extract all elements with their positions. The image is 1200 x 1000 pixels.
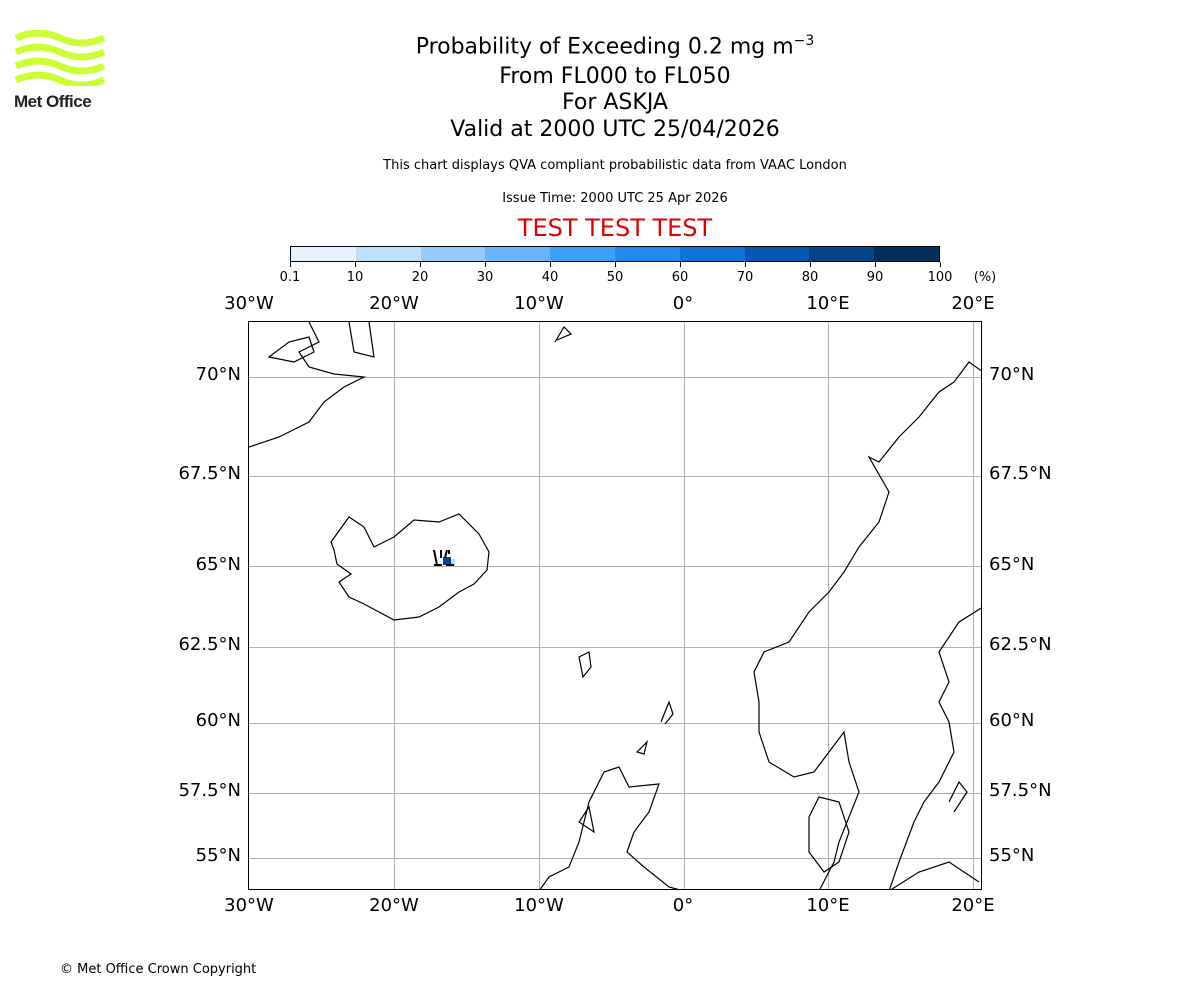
colorbar-tick-label: 80: [801, 270, 819, 285]
latitude-label: 67.5°N: [989, 463, 1052, 484]
latitude-label: 65°N: [195, 554, 241, 575]
colorbar-tick-label: 100: [927, 270, 953, 285]
volcano-line: For ASKJA: [562, 90, 668, 115]
longitude-label: 20°W: [369, 895, 419, 916]
longitude-label: 20°E: [951, 895, 995, 916]
colorbar: [290, 246, 940, 262]
copyright: © Met Office Crown Copyright: [60, 962, 257, 977]
logo-text: Met Office: [14, 92, 92, 111]
colorbar-tick: [940, 262, 941, 267]
latitude-label: 60°N: [989, 710, 1035, 731]
colorbar-tick-label: 50: [606, 270, 624, 285]
colorbar-tick: [485, 262, 486, 267]
longitude-label: 10°E: [806, 293, 850, 314]
coastlines: [249, 322, 981, 889]
test-banner: TEST TEST TEST: [517, 214, 713, 242]
latitude-label: 57.5°N: [178, 780, 241, 801]
latitude-label: 57.5°N: [989, 780, 1052, 801]
longitude-label: 20°E: [951, 293, 995, 314]
met-office-logo: Met Office: [14, 29, 109, 112]
map-area: [248, 321, 982, 890]
subtitle: This chart displays QVA compliant probab…: [383, 158, 847, 173]
longitude-label: 10°W: [514, 293, 564, 314]
issue-time: Issue Time: 2000 UTC 25 Apr 2026: [502, 191, 728, 206]
colorbar-tick-label: 10: [346, 270, 364, 285]
colorbar-tick: [290, 262, 291, 267]
longitude-label: 20°W: [369, 293, 419, 314]
longitude-label: 30°W: [224, 293, 274, 314]
colorbar-tick: [745, 262, 746, 267]
colorbar-tick-label: 40: [541, 270, 559, 285]
colorbar-tick: [355, 262, 356, 267]
longitude-label: 10°W: [514, 895, 564, 916]
latitude-label: 55°N: [195, 845, 241, 866]
latitude-label: 55°N: [989, 845, 1035, 866]
colorbar-tick: [680, 262, 681, 267]
colorbar-tick-label: 30: [476, 270, 494, 285]
longitude-label: 0°: [672, 895, 694, 916]
latitude-label: 70°N: [195, 364, 241, 385]
volcano-ash-plume: [433, 549, 455, 566]
longitude-label: 0°: [672, 293, 694, 314]
longitude-label: 10°E: [806, 895, 850, 916]
latitude-label: 60°N: [195, 710, 241, 731]
colorbar-tick-label: 90: [866, 270, 884, 285]
latitude-label: 67.5°N: [178, 463, 241, 484]
chart-title: Probability of Exceeding 0.2 mg m−3: [415, 33, 815, 60]
colorbar-tick: [875, 262, 876, 267]
longitude-label: 30°W: [224, 895, 274, 916]
flight-level-line: From FL000 to FL050: [499, 64, 731, 89]
colorbar-unit: (%): [973, 270, 997, 285]
colorbar-tick: [420, 262, 421, 267]
colorbar-tick: [810, 262, 811, 267]
colorbar-tick: [615, 262, 616, 267]
latitude-label: 62.5°N: [178, 634, 241, 655]
latitude-label: 70°N: [989, 364, 1035, 385]
colorbar-tick-label: 70: [736, 270, 754, 285]
latitude-label: 65°N: [989, 554, 1035, 575]
latitude-label: 62.5°N: [989, 634, 1052, 655]
colorbar-tick: [550, 262, 551, 267]
colorbar-tick-label: 60: [671, 270, 689, 285]
met-office-waves-icon: [14, 29, 106, 89]
valid-time-line: Valid at 2000 UTC 25/04/2026: [450, 117, 780, 142]
colorbar-tick-label: 0.1: [279, 270, 301, 285]
colorbar-tick-label: 20: [411, 270, 429, 285]
